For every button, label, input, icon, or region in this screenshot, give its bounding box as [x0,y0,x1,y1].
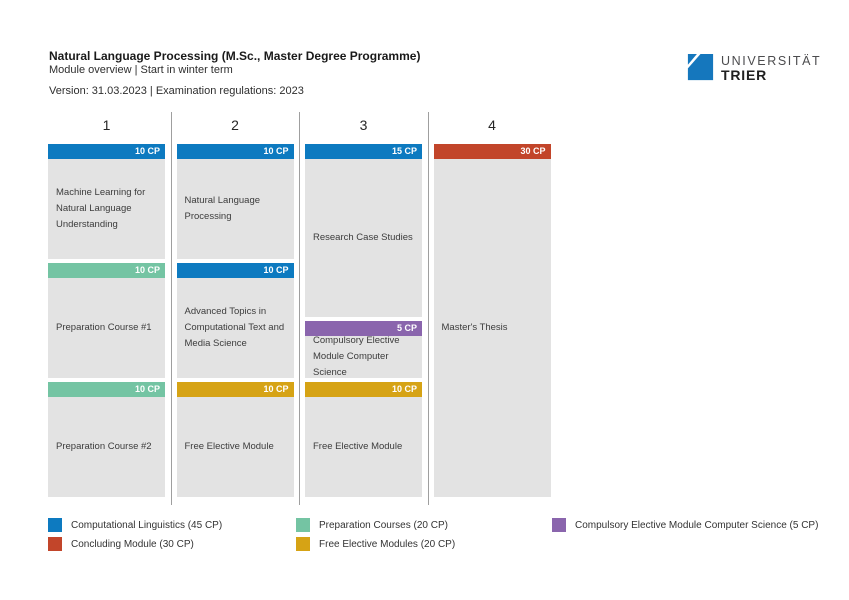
column-divider [170,112,172,505]
module-body: Free Elective Module [305,397,422,497]
module-title: Free Elective Module [184,441,274,453]
legend-item: Free Elective Modules (20 CP) [296,537,455,551]
legend-color-swatch [48,537,62,551]
semester-column-3: 3 15 CP Research Case Studies 5 CP Compulsor… [305,112,422,497]
module-block: 5 CP Compulsory Elective Module Computer … [305,320,422,378]
module-title: Preparation Course #2 [56,441,152,453]
module-block: 10 CP Preparation Course #1 [48,263,165,378]
module-title: Machine Learning for Natural Language Un… [56,187,146,230]
module-cp-badge: 10 CP [176,144,294,159]
semester-column-2: 2 10 CP Natural Language Processing 10 CP Ad… [176,112,294,497]
module-body: Compulsory Elective Module Computer Scie… [305,335,422,378]
module-stack: 15 CP Research Case Studies 5 CP Compulsory… [305,144,422,497]
legend-item: Compulsory Elective Module Computer Scie… [552,518,818,532]
module-title: Free Elective Module [313,441,403,453]
module-body: Free Elective Module [176,397,294,497]
module-body: Master's Thesis [433,159,551,497]
module-title: Preparation Course #1 [56,322,152,334]
module-title: Master's Thesis [441,322,508,334]
module-cp-badge: 10 CP [176,382,294,397]
semester-number: 2 [231,117,239,133]
semester-number: 1 [102,117,111,133]
trier-flag-icon [687,54,714,81]
semester-column-1: 1 10 CP Machine Learning for Natural Langu… [48,112,165,497]
legend-label: Concluding Module (30 CP) [71,538,194,550]
legend-column: Compulsory Elective Module Computer Scie… [552,518,818,537]
module-body: Preparation Course #2 [48,397,165,497]
module-title: Research Case Studies [313,231,413,243]
module-block: 15 CP Research Case Studies [305,144,422,317]
legend-item: Computational Linguistics (45 CP) [48,518,222,532]
module-title: Advanced Topics in Computational Text an… [184,306,285,349]
module-body: Machine Learning for Natural Language Un… [48,159,165,259]
column-divider [427,112,429,505]
logo-text-universitaet: UNIVERSITÄT [721,54,822,68]
version-line: Version: 31.03.2023 | Examination regula… [49,85,304,97]
semester-number: 3 [359,117,368,133]
module-cp-badge: 15 CP [305,144,422,159]
legend-label: Computational Linguistics (45 CP) [71,519,223,531]
module-stack: 10 CP Machine Learning for Natural Langua… [48,144,165,497]
semester-column-4: 4 30 CP Master's Thesis [433,112,551,497]
module-block: 10 CP Natural Language Processing [176,144,294,259]
semester-number: 4 [488,117,496,133]
legend-item: Preparation Courses (20 CP) [296,518,455,532]
module-stack: 10 CP Natural Language Processing 10 CP Adv… [176,144,294,497]
module-block: 10 CP Preparation Course #2 [48,382,165,497]
module-stack: 30 CP Master's Thesis [433,144,551,497]
module-cp-badge: 5 CP [305,320,422,336]
legend-label: Preparation Courses (20 CP) [319,519,448,531]
legend-column: Preparation Courses (20 CP) Free Elective… [296,518,455,556]
module-cp-badge: 10 CP [176,263,294,278]
column-divider [299,112,300,505]
legend-color-swatch [296,518,310,532]
page-title: Natural Language Processing (M.Sc., Mast… [49,49,421,63]
module-cp-badge: 10 CP [48,144,165,159]
module-block: 10 CP Free Elective Module [305,382,422,497]
legend-color-swatch [552,518,566,532]
logo-text-trier: TRIER [721,67,767,83]
module-body: Advanced Topics in Computational Text an… [176,278,294,378]
module-block: 10 CP Machine Learning for Natural Langua… [48,144,165,259]
module-cp-badge: 10 CP [305,382,422,397]
module-body: Natural Language Processing [176,159,294,259]
module-block: 10 CP Free Elective Module [176,382,294,497]
logo-text: UNIVERSITÄT TRIER [721,54,821,83]
module-block: 10 CP Advanced Topics in Computational Te… [176,263,294,378]
legend-label: Compulsory Elective Module Computer Scie… [575,519,819,531]
module-body: Research Case Studies [305,159,422,317]
module-body: Preparation Course #1 [48,278,165,378]
module-block: 30 CP Master's Thesis [433,144,551,497]
university-logo: UNIVERSITÄT TRIER [687,54,821,83]
module-cp-badge: 10 CP [48,382,165,397]
legend-color-swatch [48,518,62,532]
module-title: Compulsory Elective Module Computer Scie… [313,335,400,378]
legend-label: Free Elective Modules (20 CP) [319,538,456,550]
page-subtitle: Module overview | Start in winter term [49,64,233,76]
legend-column: Computational Linguistics (45 CP) Conclud… [48,518,222,556]
legend-color-swatch [296,537,310,551]
module-cp-badge: 30 CP [433,144,551,159]
module-cp-badge: 10 CP [48,263,165,278]
legend-item: Concluding Module (30 CP) [48,537,222,551]
board: 1 10 CP Machine Learning for Natural Langu… [48,112,600,505]
module-title: Natural Language Processing [184,195,261,222]
